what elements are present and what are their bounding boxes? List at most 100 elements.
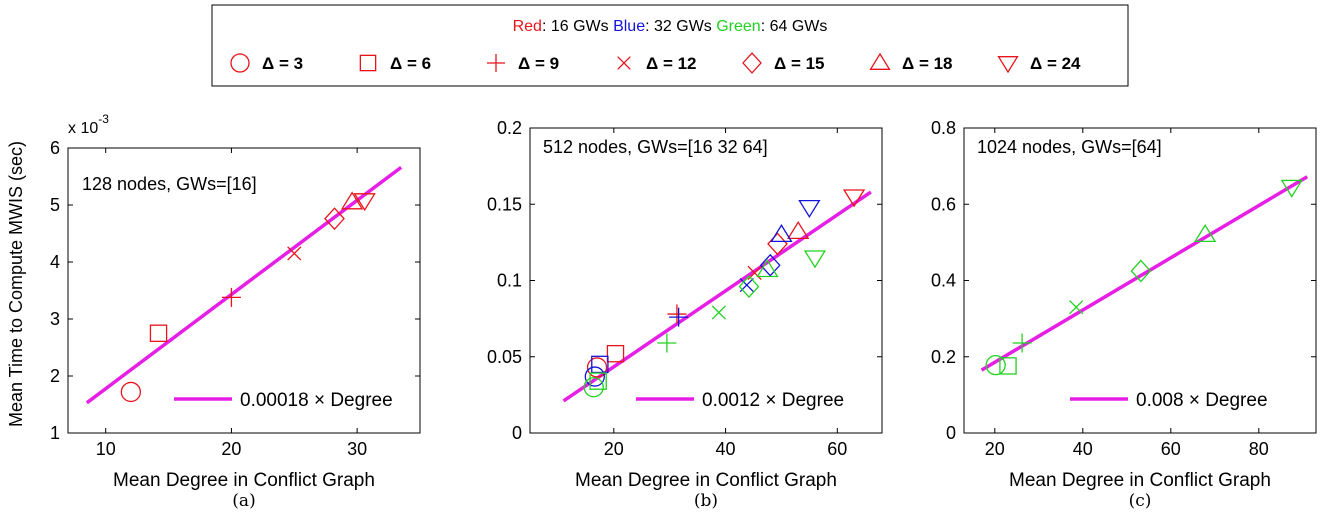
data-point-green-plus xyxy=(1012,333,1032,353)
panel-b-fit-line xyxy=(562,190,872,403)
panel-c-x-axis-label: Mean Degree in Conflict Graph xyxy=(1009,470,1271,491)
data-point-red-plus xyxy=(221,287,241,307)
data-point-red-square xyxy=(149,324,168,342)
legend-green-text: : 64 GWs xyxy=(761,18,828,35)
x-tick-label: 40 xyxy=(1073,439,1093,459)
legend-marker-entries: Δ = 3 Δ = 6 Δ = 9 Δ = 12 Δ = 15 Δ = 18 Δ = 24 xyxy=(230,52,1081,74)
panel-c-fit-line xyxy=(980,175,1309,372)
legend-marker-circle-icon xyxy=(230,53,250,73)
data-point-green-diamond xyxy=(1130,259,1152,283)
data-point-green-triangle-up xyxy=(1193,224,1217,243)
y-tick-label: 0.1 xyxy=(497,271,522,291)
panel-b-caption: (b) xyxy=(694,491,718,511)
panel-b: 20 40 60 0 0.05 0.1 0.15 0.2 512 nodes, GWs=[16 … xyxy=(487,118,883,511)
data-point-green-diamond xyxy=(738,275,760,299)
data-point-green-square xyxy=(999,357,1017,375)
panel-a-y-multiplier-exponent: -3 xyxy=(98,112,109,126)
y-tick-label: 0.6 xyxy=(931,194,956,214)
y-tick-label: 6 xyxy=(50,138,60,158)
panel-a-y-multiplier-base: x 10 xyxy=(68,120,98,137)
data-point-red-diamond xyxy=(767,232,788,256)
panel-a-y-multiplier: x 10-3 xyxy=(68,112,109,137)
data-point-red-plus xyxy=(667,304,687,324)
data-point-red-circle xyxy=(120,381,142,403)
y-tick-label: 0.05 xyxy=(487,347,522,367)
panel-c-caption: (c) xyxy=(1129,491,1152,511)
data-point-red-triangle-up xyxy=(340,191,364,210)
x-tick-label: 20 xyxy=(604,439,624,459)
data-point-green-x xyxy=(1069,300,1084,315)
panel-a-x-axis-label: Mean Degree in Conflict Graph xyxy=(113,470,375,491)
x-tick-label: 60 xyxy=(827,439,847,459)
data-point-blue-triangle-down xyxy=(798,200,821,219)
legend-label: Δ = 9 xyxy=(518,54,559,73)
y-tick-label: 3 xyxy=(50,309,60,329)
legend-green-word: Green xyxy=(716,18,760,35)
y-tick-label: 4 xyxy=(50,252,60,272)
data-point-red-triangle-down xyxy=(842,189,866,208)
legend-marker-triangle-down-icon xyxy=(997,56,1019,74)
data-point-blue-diamond xyxy=(759,253,781,277)
legend-marker-plus-icon xyxy=(487,54,505,72)
panel-a-legend-label: 0.00018 × Degree xyxy=(240,390,393,411)
x-tick-label: 80 xyxy=(1249,439,1269,459)
data-point-green-triangle-up xyxy=(756,259,779,278)
panel-a: x 10-3 10 20 30 1 2 3 4 5 6 128 nodes, GWs=[16] 0.… xyxy=(50,112,421,511)
legend-red-text: : 16 GWs xyxy=(542,18,613,35)
legend-marker-square-icon xyxy=(359,54,377,72)
y-tick-label: 0.8 xyxy=(931,118,956,138)
panel-c: 20 40 60 80 0 0.2 0.4 0.6 0.8 1024 nodes, GWs=[64… xyxy=(931,118,1317,511)
y-tick-label: 0 xyxy=(512,423,522,443)
panel-a-fit-line xyxy=(85,165,403,405)
data-point-red-triangle-down xyxy=(353,193,376,212)
y-tick-label: 0.2 xyxy=(931,347,956,367)
data-point-red-circle xyxy=(586,357,608,378)
panel-b-annotation: 512 nodes, GWs=[16 32 64] xyxy=(543,137,768,157)
data-point-green-circle xyxy=(583,377,604,398)
panel-b-legend-label: 0.0012 × Degree xyxy=(702,390,844,411)
legend-marker-triangle-up-icon xyxy=(869,52,891,70)
legend-color-key: Red: 16 GWs Blue: 32 GWs Green: 64 GWs xyxy=(513,18,828,35)
panel-c-legend-label: 0.008 × Degree xyxy=(1136,390,1268,411)
legend-label: Δ = 6 xyxy=(390,54,431,73)
panel-a-caption: (a) xyxy=(232,491,255,511)
legend-red-word: Red xyxy=(513,18,542,35)
y-tick-label: 0.15 xyxy=(487,194,522,214)
x-tick-label: 10 xyxy=(96,439,116,459)
y-tick-label: 0.2 xyxy=(497,118,522,138)
y-tick-label: 1 xyxy=(50,423,60,443)
x-tick-label: 60 xyxy=(1161,439,1181,459)
data-point-blue-circle xyxy=(584,366,605,387)
legend-box xyxy=(211,4,1129,87)
data-point-green-square xyxy=(589,372,607,390)
x-tick-label: 20 xyxy=(221,439,241,459)
data-point-red-diamond xyxy=(324,207,345,231)
legend-label: Δ = 18 xyxy=(902,54,953,73)
y-tick-label: 5 xyxy=(50,195,60,215)
panel-a-annotation: 128 nodes, GWs=[16] xyxy=(82,174,257,194)
panel-b-x-axis-label: Mean Degree in Conflict Graph xyxy=(575,470,837,491)
data-point-blue-plus xyxy=(669,307,689,327)
y-tick-label: 0.4 xyxy=(931,271,956,291)
data-point-green-triangle-down xyxy=(1280,179,1303,198)
legend-marker-diamond-icon xyxy=(742,52,762,74)
panel-c-annotation: 1024 nodes, GWs=[64] xyxy=(977,137,1162,157)
data-point-green-x xyxy=(711,305,726,320)
x-tick-label: 40 xyxy=(716,439,736,459)
data-point-blue-triangle-up xyxy=(770,224,793,243)
legend-blue-word: Blue xyxy=(613,18,645,35)
legend-blue-text: : 32 GWs xyxy=(645,18,716,35)
data-point-green-plus xyxy=(657,333,677,353)
legend-label: Δ = 15 xyxy=(774,54,825,73)
data-point-red-triangle-up xyxy=(787,220,810,239)
data-point-green-circle xyxy=(985,354,1006,376)
y-tick-label: 2 xyxy=(50,366,60,386)
legend: Red: 16 GWs Blue: 32 GWs Green: 64 GWs Δ… xyxy=(211,4,1129,87)
legend-label: Δ = 3 xyxy=(262,54,303,73)
shared-y-axis-label: Mean Time to Compute MWIS (sec) xyxy=(6,141,26,427)
data-point-red-square xyxy=(606,344,625,363)
legend-label: Δ = 24 xyxy=(1030,54,1081,73)
legend-label: Δ = 12 xyxy=(646,54,697,73)
y-tick-label: 0 xyxy=(946,423,956,443)
